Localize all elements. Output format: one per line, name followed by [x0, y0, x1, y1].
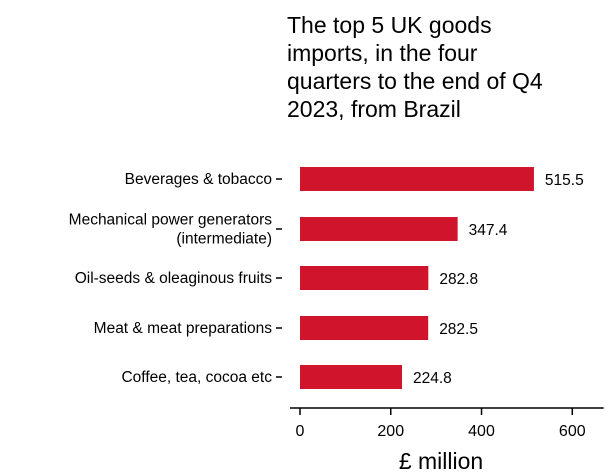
category-label: Meat & meat preparations: [94, 320, 273, 337]
x-tick-label: 200: [377, 423, 404, 440]
bars: [300, 167, 534, 389]
category-label: Mechanical power generators: [69, 212, 273, 229]
bar: [300, 316, 429, 340]
data-label: 282.8: [439, 271, 478, 288]
bar: [300, 365, 403, 389]
category-label: Coffee, tea, cocoa etc: [121, 369, 272, 386]
category-labels: Beverages & tobacco Mechanical power gene…: [69, 171, 282, 386]
chart-title-line: 2023, from Brazil: [287, 96, 461, 122]
x-tick-label: 600: [559, 423, 586, 440]
data-label: 515.5: [545, 172, 584, 189]
x-tick-label: 400: [468, 423, 495, 440]
chart-title-line: The top 5 UK goods: [287, 12, 492, 38]
category-label: Oil-seeds & oleaginous fruits: [75, 270, 273, 287]
data-label: 224.8: [413, 370, 452, 387]
data-label: 282.5: [439, 321, 478, 338]
x-axis: 0 200 400 600: [290, 407, 604, 440]
category-label: Beverages & tobacco: [125, 171, 272, 188]
chart-title-line: imports, in the four: [287, 40, 478, 66]
bar: [300, 167, 534, 191]
x-axis-title: £ million: [399, 448, 483, 473]
data-label: 347.4: [469, 222, 508, 239]
category-label: (intermediate): [176, 231, 272, 248]
bar: [300, 266, 429, 290]
value-labels: 515.5 347.4 282.8 282.5 224.8: [413, 172, 584, 387]
bar: [300, 217, 458, 241]
chart-title-line: quarters to the end of Q4: [287, 68, 543, 94]
x-tick-label: 0: [296, 423, 305, 440]
